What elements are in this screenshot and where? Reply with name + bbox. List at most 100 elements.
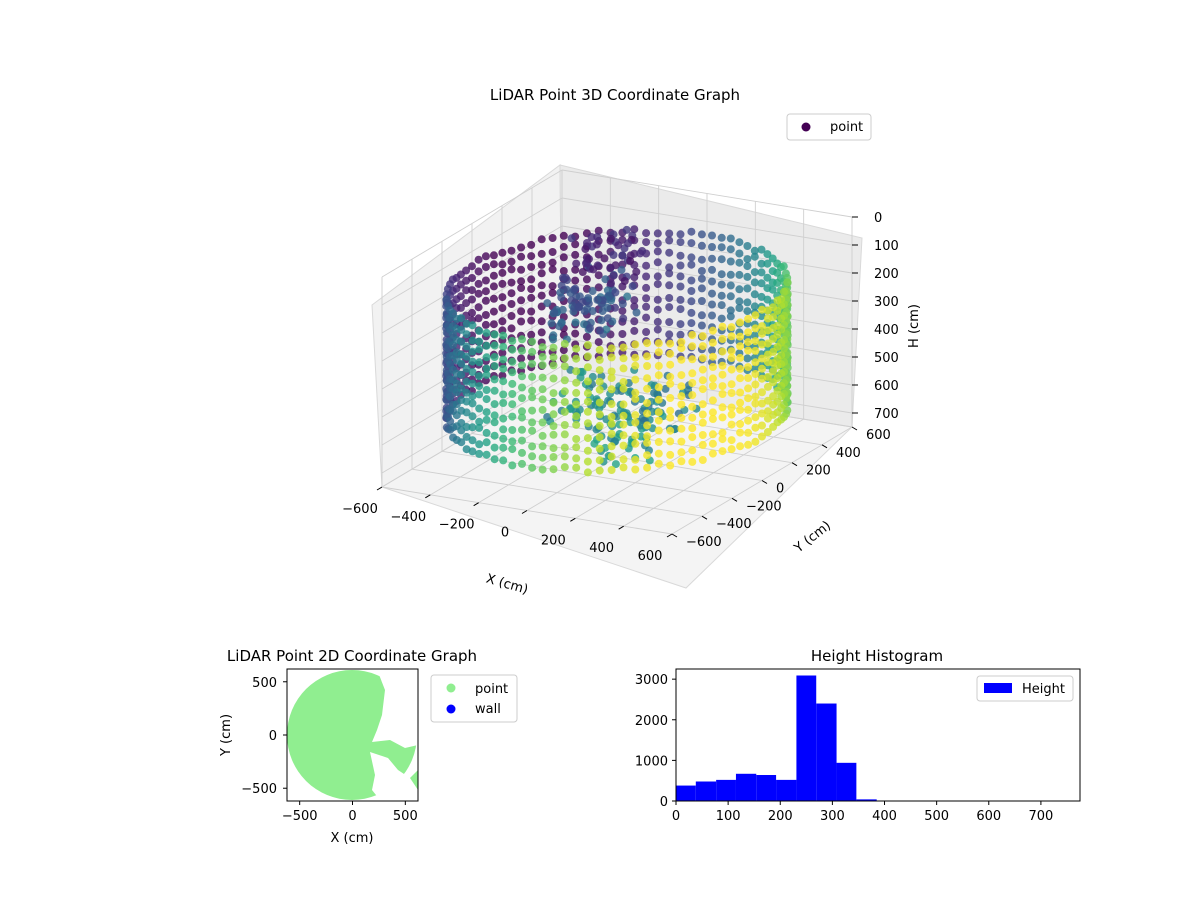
point-3d (508, 445, 517, 454)
point-3d (475, 449, 484, 458)
point-3d (508, 437, 517, 446)
point-3d (653, 389, 662, 398)
point-3d (583, 446, 592, 455)
point-3d (537, 269, 546, 278)
point-3d (763, 382, 772, 391)
point-3d (643, 409, 652, 418)
y-tick-label-histogram: 1000 (635, 754, 668, 769)
point-3d (499, 434, 508, 443)
point-3d (736, 420, 745, 428)
point-3d (751, 337, 760, 346)
point-3d (666, 461, 675, 470)
point-3d (457, 325, 466, 334)
point-3d (596, 326, 605, 335)
z-tick-label-3d: 100 (874, 239, 899, 254)
point-3d (619, 354, 628, 363)
point-3d (489, 294, 498, 303)
point-3d (583, 407, 592, 416)
point-3d (507, 300, 516, 308)
x-axis-label-3d: X (cm) (484, 571, 529, 597)
point-3d (631, 361, 640, 370)
point-3d (736, 428, 745, 437)
point-3d (498, 304, 507, 312)
x-tick-label-histogram: 100 (716, 809, 741, 824)
point-3d (718, 347, 727, 356)
point-3d (572, 412, 581, 421)
point-3d (588, 307, 597, 315)
point-3d (482, 408, 491, 417)
point-3d (697, 241, 706, 250)
point-3d (482, 353, 491, 362)
point-3d (589, 265, 598, 274)
point-3d (619, 455, 628, 464)
point-3d (490, 353, 499, 361)
point-3d (708, 363, 717, 371)
histogram-bar (756, 775, 777, 801)
point-3d (630, 317, 639, 326)
axes-3d: −600 −400 −200 0 200 400 600 −600 −400 −200 0 200 40… (342, 211, 899, 564)
y-tick-label-histogram: 3000 (635, 673, 668, 688)
point-3d (727, 347, 736, 356)
point-3d (548, 282, 557, 291)
point-3d (595, 433, 604, 442)
point-3d (619, 384, 628, 393)
point-3d (717, 233, 726, 242)
point-3d (743, 255, 752, 264)
point-3d (718, 435, 727, 444)
point-3d (462, 352, 471, 361)
point-3d (708, 439, 717, 448)
point-3d (642, 328, 651, 336)
point-3d (653, 247, 662, 256)
point-3d (528, 393, 537, 402)
histogram-bar (796, 675, 817, 801)
point-3d (744, 416, 753, 425)
point-3d (677, 344, 686, 353)
point-3d (631, 411, 640, 420)
legend-2d: point wall (430, 674, 518, 723)
point-3d (631, 394, 640, 403)
point-3d (677, 338, 686, 346)
point-3d (626, 257, 635, 265)
point-3d (688, 457, 697, 466)
point-3d (698, 418, 707, 427)
point-3d (603, 314, 612, 323)
point-3d (687, 260, 696, 269)
point-3d (758, 388, 766, 397)
point-3d (527, 263, 536, 271)
chart-3d: LiDAR Point 3D Coordinate Graph −600 −400… (342, 86, 922, 598)
point-3d (666, 426, 675, 435)
point-3d (708, 430, 717, 439)
point-3d (602, 325, 611, 334)
point-3d (528, 418, 537, 427)
point-3d (549, 398, 558, 407)
point-3d (718, 413, 727, 422)
x-tick-label-2d: 500 (393, 809, 418, 824)
point-3d (475, 337, 484, 346)
point-3d (475, 372, 484, 381)
point-3d (560, 387, 569, 396)
point-3d (498, 248, 507, 257)
point-3d (666, 450, 675, 459)
point-3d (708, 374, 717, 383)
point-3d (499, 456, 508, 465)
point-3d (708, 254, 716, 263)
point-3d (736, 332, 745, 341)
point-3d (632, 267, 641, 276)
point-3d (757, 268, 766, 277)
legend-2d-wall-label: wall (475, 702, 501, 717)
point-3d (718, 390, 727, 398)
point-3d (619, 314, 628, 323)
point-3d (508, 412, 517, 421)
point-3d (727, 332, 736, 341)
point-3d (727, 380, 736, 389)
point-3d (547, 319, 556, 328)
point-3d (537, 260, 546, 269)
point-3d (643, 384, 652, 393)
point-3d (607, 419, 616, 428)
point-3d (527, 307, 536, 316)
point-3d (457, 370, 466, 379)
point-3d (607, 353, 616, 362)
point-3d (708, 300, 716, 309)
point-3d (578, 367, 587, 376)
point-3d (708, 396, 717, 405)
